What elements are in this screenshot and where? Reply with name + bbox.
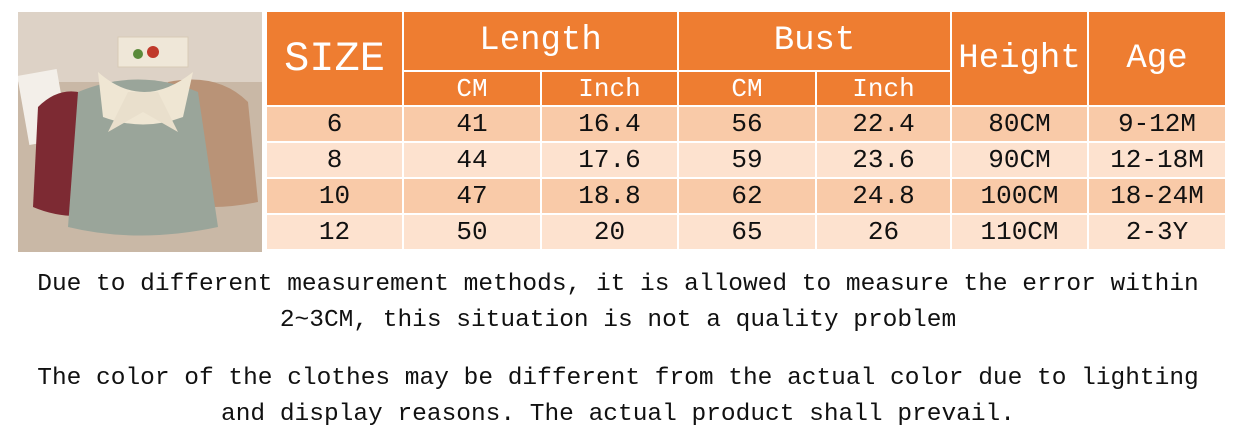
table-cell: 23.6 bbox=[815, 141, 953, 179]
table-cell: 59 bbox=[677, 141, 818, 179]
note: The color of the clothes may be differen… bbox=[37, 365, 1199, 428]
table-cell: 80CM bbox=[950, 105, 1090, 143]
size-table: SIZE Length Bust Height Age CM Inch CM I… bbox=[265, 10, 1228, 251]
table-cell: 50 bbox=[402, 213, 542, 251]
subheader-cell: Inch bbox=[539, 70, 680, 107]
table-cell: 90CM bbox=[950, 141, 1090, 179]
product-photo bbox=[18, 12, 262, 252]
table-cell: 22.4 bbox=[815, 105, 953, 143]
header-cell: Age bbox=[1087, 10, 1228, 107]
table-row: 6 41 16.4 56 22.4 80CM 9-12M bbox=[265, 105, 1228, 143]
table-cell: 26 bbox=[815, 213, 953, 251]
table-row: 8 44 17.6 59 23.6 90CM 12-18M bbox=[265, 141, 1228, 179]
table-cell: 44 bbox=[402, 141, 542, 179]
header-cell: SIZE bbox=[265, 10, 404, 107]
note: Due to different measurement methods, it… bbox=[37, 271, 1199, 334]
table-cell: 18.8 bbox=[539, 177, 680, 215]
table-cell: 17.6 bbox=[539, 141, 680, 179]
table-cell: 65 bbox=[677, 213, 818, 251]
table-cell: 110CM bbox=[950, 213, 1090, 251]
table-cell: 6 bbox=[265, 105, 404, 143]
table-cell: 41 bbox=[402, 105, 542, 143]
table-cell: 9-12M bbox=[1087, 105, 1228, 143]
subheader-cell: CM bbox=[677, 70, 818, 107]
table-cell: 18-24M bbox=[1087, 177, 1228, 215]
table-cell: 12-18M bbox=[1087, 141, 1228, 179]
table-row: 10 47 18.8 62 24.8 100CM 18-24M bbox=[265, 177, 1228, 215]
table-cell: 8 bbox=[265, 141, 404, 179]
table-row: 12 50 20 65 26 110CM 2-3Y bbox=[265, 213, 1228, 251]
table-cell: 100CM bbox=[950, 177, 1090, 215]
table-cell: 47 bbox=[402, 177, 542, 215]
table-cell: 20 bbox=[539, 213, 680, 251]
table-cell: 10 bbox=[265, 177, 404, 215]
table-cell: 56 bbox=[677, 105, 818, 143]
header-cell: Length bbox=[401, 10, 680, 72]
header-cell: Bust bbox=[677, 10, 953, 72]
subheader-cell: Inch bbox=[815, 70, 953, 107]
table-cell: 2-3Y bbox=[1087, 213, 1228, 251]
table-cell: 62 bbox=[677, 177, 818, 215]
table-cell: 24.8 bbox=[815, 177, 953, 215]
table-cell: 12 bbox=[265, 213, 404, 251]
subheader-cell: CM bbox=[402, 70, 542, 107]
header-cell: Height bbox=[950, 10, 1090, 107]
table-cell: 16.4 bbox=[539, 105, 680, 143]
